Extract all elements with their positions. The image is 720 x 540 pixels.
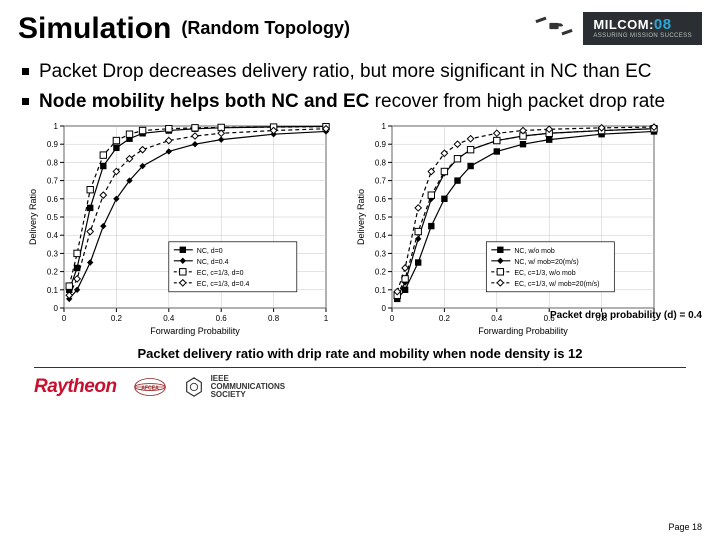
charts-row: 0 0.2 0.4 0.6 0.8 1 0 0.1 0.2 0.3 0.4 0.5 0.6 0.7 0.8 0…	[26, 120, 702, 338]
svg-text:0.7: 0.7	[47, 177, 59, 186]
svg-text:0.4: 0.4	[491, 314, 503, 323]
svg-text:NC, d=0.4: NC, d=0.4	[197, 259, 229, 266]
svg-text:Forwarding Probability: Forwarding Probability	[150, 326, 240, 336]
bullet-bold: Node mobility helps both NC and EC	[39, 91, 369, 112]
satellite-icon	[531, 10, 577, 47]
milcom-year: 08	[654, 16, 672, 33]
svg-text:0.8: 0.8	[47, 159, 59, 168]
svg-text:0.9: 0.9	[375, 140, 387, 149]
svg-text:AFCEA: AFCEA	[141, 386, 159, 392]
svg-text:0.4: 0.4	[375, 231, 387, 240]
svg-text:0.2: 0.2	[375, 268, 387, 277]
logo-block: MILCOM:08 ASSURING MISSION SUCCESS	[531, 10, 702, 47]
ieee-line: SOCIETY	[211, 390, 246, 399]
title-main: Simulation	[18, 12, 171, 46]
svg-text:0.1: 0.1	[375, 286, 387, 295]
right-caption: Packet drop probability (d) = 0.4	[550, 310, 702, 321]
svg-text:EC, c=1/3, w/o mob: EC, c=1/3, w/o mob	[514, 270, 575, 277]
slide: Simulation (Random Topology) MILCOM:08 A…	[0, 0, 720, 540]
bottom-caption: Packet delivery ratio with drip rate and…	[18, 346, 702, 361]
svg-text:EC, c=1/3, d=0.4: EC, c=1/3, d=0.4	[197, 281, 250, 288]
svg-text:0.3: 0.3	[47, 250, 59, 259]
footer: Raytheon AFCEA IEEECOMMUNICATIONSSOCIETY	[18, 368, 702, 400]
bullet-list: Packet Drop decreases delivery ratio, bu…	[22, 59, 698, 114]
svg-text:Delivery Ratio: Delivery Ratio	[28, 189, 38, 245]
svg-text:EC, c=1/3, d=0: EC, c=1/3, d=0	[197, 270, 244, 277]
svg-text:0.5: 0.5	[375, 213, 387, 222]
title-row: Simulation (Random Topology) MILCOM:08 A…	[18, 10, 702, 47]
svg-text:NC, d=0: NC, d=0	[197, 248, 223, 255]
svg-text:0: 0	[62, 314, 67, 323]
svg-text:0: 0	[54, 304, 59, 313]
svg-text:NC, w/ mob=20(m/s): NC, w/ mob=20(m/s)	[514, 259, 578, 266]
ieee-text: IEEECOMMUNICATIONSSOCIETY	[211, 375, 286, 400]
svg-text:0.8: 0.8	[375, 159, 387, 168]
svg-text:0.4: 0.4	[163, 314, 175, 323]
svg-text:1: 1	[382, 122, 387, 131]
title-sub: (Random Topology)	[181, 18, 350, 39]
svg-text:0.6: 0.6	[375, 195, 387, 204]
page-number: Page 18	[668, 522, 702, 532]
svg-text:Forwarding Probability: Forwarding Probability	[478, 326, 568, 336]
svg-text:0.1: 0.1	[47, 286, 59, 295]
square-bullet-icon	[22, 68, 29, 75]
svg-text:0.7: 0.7	[375, 177, 387, 186]
raytheon-logo: Raytheon	[34, 376, 117, 398]
milcom-tagline: ASSURING MISSION SUCCESS	[593, 33, 692, 39]
svg-text:0.2: 0.2	[111, 314, 123, 323]
milcom-brand: MILCOM:	[593, 17, 654, 32]
right-chart: 00.20.40.60.8100.10.20.30.40.50.60.70.80…	[354, 120, 664, 338]
svg-text:0: 0	[390, 314, 395, 323]
bullet-tail: recover from high packet drop rate	[369, 91, 665, 112]
svg-text:0.5: 0.5	[47, 213, 59, 222]
svg-text:0.9: 0.9	[47, 140, 59, 149]
bullet-item: Node mobility helps both NC and EC recov…	[22, 89, 698, 115]
svg-text:0.3: 0.3	[375, 250, 387, 259]
svg-text:0: 0	[382, 304, 387, 313]
afcea-logo: AFCEA	[133, 374, 167, 400]
svg-text:0.4: 0.4	[47, 231, 59, 240]
left-chart: 0 0.2 0.4 0.6 0.8 1 0 0.1 0.2 0.3 0.4 0.5 0.6 0.7 0.8 0…	[26, 120, 336, 338]
svg-text:1: 1	[324, 314, 329, 323]
ieee-comsoc-logo: IEEECOMMUNICATIONSSOCIETY	[183, 375, 286, 400]
svg-text:1: 1	[54, 122, 59, 131]
bullet-text: Node mobility helps both NC and EC recov…	[39, 89, 665, 115]
bullet-text: Packet Drop decreases delivery ratio, bu…	[39, 59, 652, 85]
svg-text:0.8: 0.8	[268, 314, 280, 323]
bullet-item: Packet Drop decreases delivery ratio, bu…	[22, 59, 698, 85]
milcom-logo: MILCOM:08 ASSURING MISSION SUCCESS	[583, 12, 702, 45]
svg-text:0.2: 0.2	[439, 314, 451, 323]
svg-text:EC, c=1/3, w/ mob=20(m/s): EC, c=1/3, w/ mob=20(m/s)	[514, 281, 599, 288]
svg-text:Delivery Ratio: Delivery Ratio	[356, 189, 366, 245]
svg-text:0.6: 0.6	[47, 195, 59, 204]
svg-text:NC, w/o mob: NC, w/o mob	[514, 248, 555, 255]
svg-text:0.6: 0.6	[216, 314, 228, 323]
svg-text:0.2: 0.2	[47, 268, 59, 277]
square-bullet-icon	[22, 98, 29, 105]
